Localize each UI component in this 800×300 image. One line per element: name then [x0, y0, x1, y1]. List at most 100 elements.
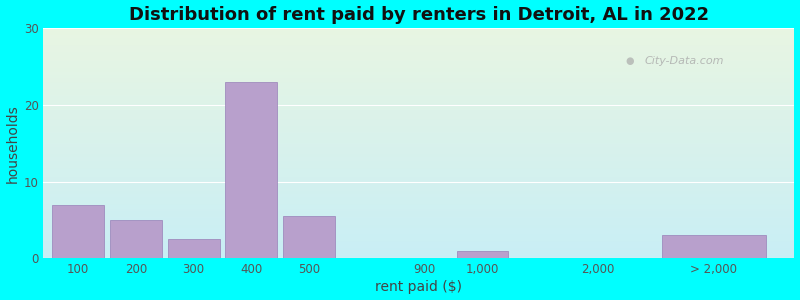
Text: ●: ●	[626, 56, 634, 66]
Bar	[43, 224, 794, 226]
Bar	[43, 196, 794, 199]
Bar	[43, 173, 794, 176]
Bar	[43, 238, 794, 240]
Bar	[43, 242, 794, 244]
Bar	[43, 120, 794, 122]
Bar	[43, 166, 794, 169]
Bar	[43, 244, 794, 247]
Bar	[43, 85, 794, 88]
Bar	[43, 109, 794, 111]
Bar	[43, 37, 794, 39]
Bar	[43, 32, 794, 35]
Bar	[43, 201, 794, 203]
Bar	[43, 39, 794, 42]
Bar	[43, 83, 794, 86]
Bar	[43, 81, 794, 83]
Bar	[43, 231, 794, 233]
Bar	[43, 164, 794, 166]
Bar	[43, 129, 794, 132]
Bar	[43, 104, 794, 106]
Bar	[43, 76, 794, 79]
Bar	[43, 208, 794, 210]
Bar	[43, 58, 794, 60]
Bar	[43, 180, 794, 182]
Bar	[43, 106, 794, 109]
Bar	[43, 187, 794, 189]
Bar	[43, 150, 794, 152]
Bar	[43, 127, 794, 129]
Bar	[43, 189, 794, 192]
Bar	[283, 216, 335, 258]
Bar	[43, 157, 794, 159]
Y-axis label: households: households	[6, 104, 19, 182]
Bar	[43, 251, 794, 254]
Title: Distribution of rent paid by renters in Detroit, AL in 2022: Distribution of rent paid by renters in …	[129, 6, 709, 24]
Bar	[43, 226, 794, 228]
Bar	[43, 247, 794, 249]
Bar	[43, 152, 794, 155]
Bar	[110, 220, 162, 258]
Bar	[43, 171, 794, 173]
X-axis label: rent paid ($): rent paid ($)	[375, 280, 462, 294]
Bar	[43, 206, 794, 208]
Bar	[43, 72, 794, 74]
Bar	[43, 143, 794, 146]
Bar	[52, 205, 104, 258]
Bar	[43, 184, 794, 187]
Bar	[43, 69, 794, 72]
Bar	[43, 44, 794, 46]
Bar	[43, 90, 794, 92]
Text: City-Data.com: City-Data.com	[644, 56, 724, 66]
Bar	[43, 46, 794, 49]
Bar	[43, 42, 794, 44]
Bar	[43, 118, 794, 120]
Bar	[43, 30, 794, 32]
Bar	[43, 214, 794, 217]
Bar	[43, 221, 794, 224]
Bar	[43, 102, 794, 104]
Bar	[43, 254, 794, 256]
Bar	[43, 35, 794, 37]
Bar	[43, 99, 794, 102]
Bar	[43, 182, 794, 184]
Bar	[662, 236, 766, 258]
Bar	[43, 51, 794, 53]
Bar	[43, 203, 794, 206]
Bar	[43, 79, 794, 81]
Bar	[43, 116, 794, 118]
Bar	[43, 125, 794, 127]
Bar	[43, 249, 794, 251]
Bar	[43, 113, 794, 116]
Bar	[43, 192, 794, 194]
Bar	[43, 176, 794, 178]
Bar	[43, 134, 794, 136]
Bar	[43, 65, 794, 67]
Bar	[168, 239, 220, 258]
Bar	[43, 233, 794, 236]
Bar	[43, 95, 794, 97]
Bar	[43, 74, 794, 76]
Bar	[43, 88, 794, 90]
Bar	[43, 60, 794, 62]
Bar	[43, 148, 794, 150]
Bar	[43, 217, 794, 219]
Bar	[43, 49, 794, 51]
Bar	[43, 159, 794, 162]
Bar	[43, 97, 794, 99]
Bar	[457, 251, 509, 258]
Bar	[43, 212, 794, 214]
Bar	[226, 82, 278, 258]
Bar	[43, 194, 794, 196]
Bar	[43, 132, 794, 134]
Bar	[43, 155, 794, 157]
Bar	[43, 92, 794, 95]
Bar	[43, 122, 794, 125]
Bar	[43, 178, 794, 180]
Bar	[43, 67, 794, 69]
Bar	[43, 56, 794, 58]
Bar	[43, 228, 794, 231]
Bar	[43, 169, 794, 171]
Bar	[43, 236, 794, 238]
Bar	[43, 28, 794, 30]
Bar	[43, 53, 794, 56]
